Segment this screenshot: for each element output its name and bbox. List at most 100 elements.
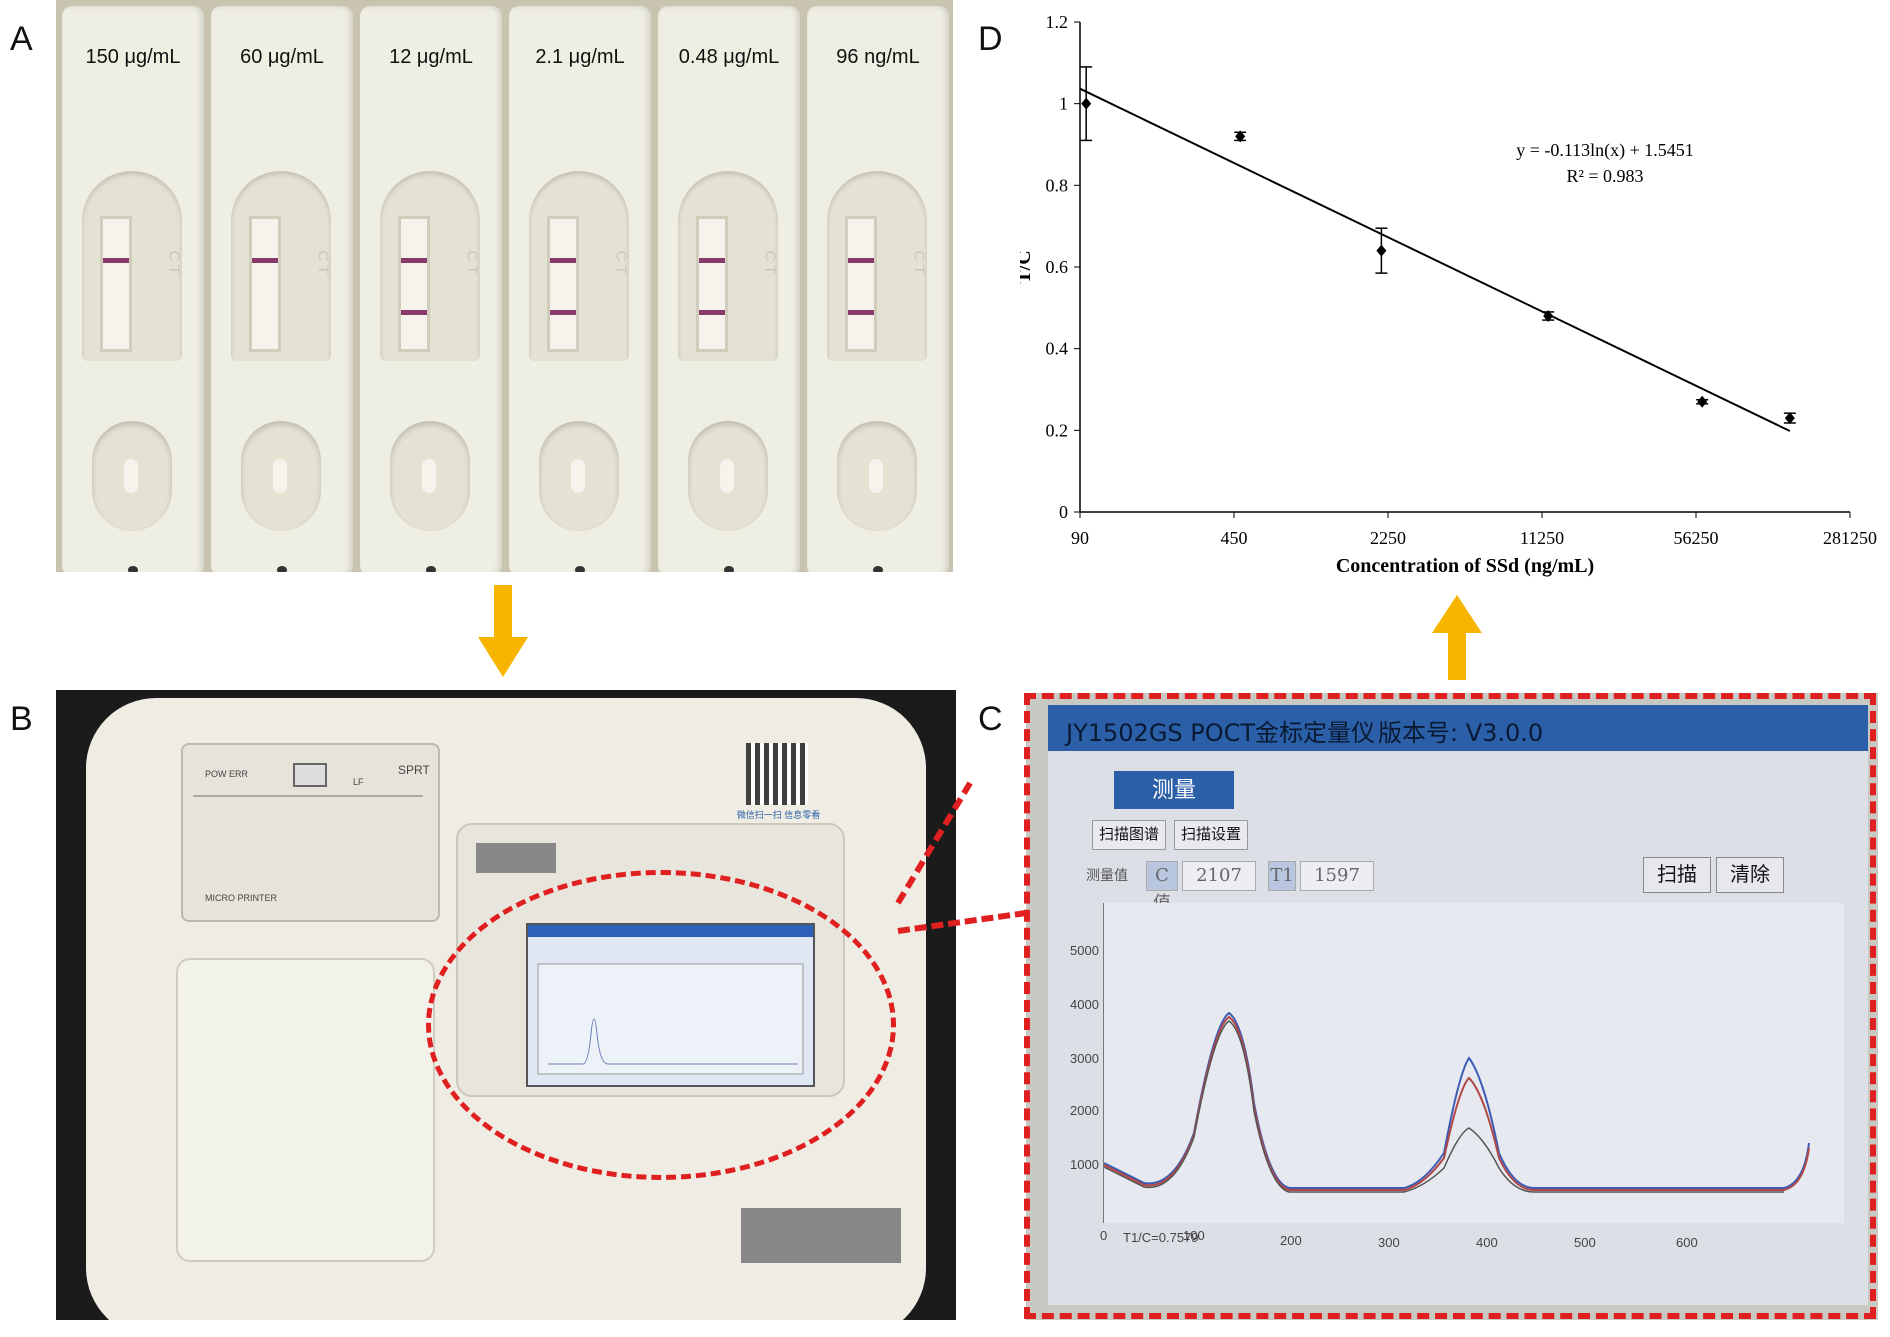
lf-label: LF [353,777,364,787]
panel-label-c: C [978,700,1003,738]
strip-window-frame [827,171,927,361]
sample-well [688,421,768,531]
chart-svg: 0 0.2 0.4 0.6 0.8 1 1.2 90 450 2250 11250 56250 2812… [1013,12,1877,577]
strip-window-frame [82,171,182,361]
test-strip: 2.1 μg/mL C T [509,6,651,572]
reader-screen: JY1502GS POCT金标定量仪 版本号: V3.0.0 测量 扫描图谱 扫… [1048,705,1868,1305]
y-tick-label: 1.2 [1046,12,1069,32]
strip-concentration: 12 μg/mL [389,46,473,68]
tab-scan-map[interactable]: 扫描图谱 [1092,820,1167,850]
data-point [1235,130,1246,143]
calibration-chart: 0 0.2 0.4 0.6 0.8 1 1.2 90 450 2250 11250 56250 2812… [1013,0,1890,590]
scan-button[interactable]: 扫描 [1643,857,1711,893]
x-tick-label: 281250 [1823,528,1877,548]
x-tick-label: 90 [1071,528,1089,548]
strip-window-frame [529,171,629,361]
c-y-tick: 2000 [1070,1103,1099,1118]
screen-titlebar: JY1502GS POCT金标定量仪 版本号: V3.0.0 [1048,705,1868,751]
data-point [1081,97,1092,110]
strip-lid [176,958,435,1262]
strip-window [696,216,728,352]
test-strip: 0.48 μg/mL C T [658,6,800,572]
data-point [1376,244,1387,257]
panel-label-a: A [10,20,33,58]
y-axis-label: T/C [1020,250,1035,283]
arrow-down-icon [478,585,528,677]
arrow-up-icon [1432,595,1482,680]
c-x-tick: 400 [1476,1235,1498,1250]
strip-band [401,258,427,263]
x-tick-label: 56250 [1674,528,1719,548]
y-tick-label: 0.6 [1046,257,1069,277]
strip-band [699,258,725,263]
clear-button[interactable]: 清除 [1716,857,1784,893]
strip-concentration: 60 μg/mL [240,46,324,68]
x-axis-label: Concentration of SSd (ng/mL) [1336,555,1594,577]
strip-window [547,216,579,352]
strip-concentration: 2.1 μg/mL [535,46,625,68]
strip-band [848,310,874,315]
sample-well [92,421,172,531]
c-x-tick: 0 [1100,1228,1108,1243]
sample-well [241,421,321,531]
test-strip: 60 μg/mL C T [211,6,353,572]
equation-label: y = -0.113ln(x) + 1.5451 [1516,140,1694,161]
test-strips-photo: 150 μg/mL C T 60 μg/mL C T 12 μg/mL C T 2.1 μg… [56,0,953,572]
zoom-box [1024,693,1876,1319]
y-tick-label: 0 [1059,502,1068,522]
sprt-label: SPRT [398,763,430,777]
strip-window [398,216,430,352]
reader-device-photo: POW ERR SPRT LF MICRO PRINTER 微信扫一扫 信息零看… [56,690,956,1320]
scan-plot [1103,903,1844,1223]
micro-printer: POW ERR SPRT LF MICRO PRINTER [181,743,440,922]
strip-ct-mark: C T [761,250,779,275]
y-tick-label: 0.2 [1046,420,1069,440]
c-x-tick: 600 [1676,1235,1698,1250]
strip-concentration: 96 ng/mL [836,46,920,68]
strip-band [103,258,129,263]
strip-concentration: 150 μg/mL [85,46,181,68]
data-point [1697,395,1708,408]
strip-window-frame [380,171,480,361]
c-x-tick: 100 [1183,1228,1205,1243]
x-tick-label: 450 [1221,528,1248,548]
version-label: 版本号: V3.0.0 [1378,719,1544,747]
qr-code [746,743,808,805]
strip-window [249,216,281,352]
redacted-label [741,1208,901,1263]
trendline [1079,87,1791,432]
strip-concentration: 0.48 μg/mL [678,46,780,68]
zoom-ellipse [426,870,896,1180]
y-tick-label: 1 [1059,94,1068,114]
strip-band [550,310,576,315]
strip-band [848,258,874,263]
x-tick-label: 2250 [1370,528,1406,548]
strip-window-frame [231,171,331,361]
panel-label-d: D [978,20,1003,58]
strip-window-frame [678,171,778,361]
sample-well [539,421,619,531]
data-point [1784,412,1795,425]
y-tick-label: 0.8 [1046,175,1069,195]
printer-button [293,763,327,787]
y-tick-label: 0.4 [1046,339,1069,359]
app-title: JY1502GS POCT金标定量仪 [1066,719,1376,747]
ratio-readout: T1/C=0.7579 [1123,1230,1199,1245]
sample-well [837,421,917,531]
strip-band [550,258,576,263]
c-y-tick: 4000 [1070,997,1099,1012]
panel-label-b: B [10,700,33,738]
measure-button[interactable]: 测量 [1114,771,1234,809]
paper-slot [193,795,423,797]
c-value-field: 2107 [1182,861,1256,891]
printer-label: MICRO PRINTER [205,893,277,903]
strip-ct-mark: C T [165,250,183,275]
c-x-tick: 300 [1378,1235,1400,1250]
screen-closeup-photo: JY1502GS POCT金标定量仪 版本号: V3.0.0 测量 扫描图谱 扫… [1026,693,1878,1320]
redacted-label [476,843,556,873]
c-y-tick: 3000 [1070,1051,1099,1066]
t1-value-field: 1597 [1300,861,1374,891]
r2-label: R² = 0.983 [1566,166,1643,186]
tab-scan-settings[interactable]: 扫描设置 [1174,820,1249,850]
test-strip: 12 μg/mL C T [360,6,502,572]
